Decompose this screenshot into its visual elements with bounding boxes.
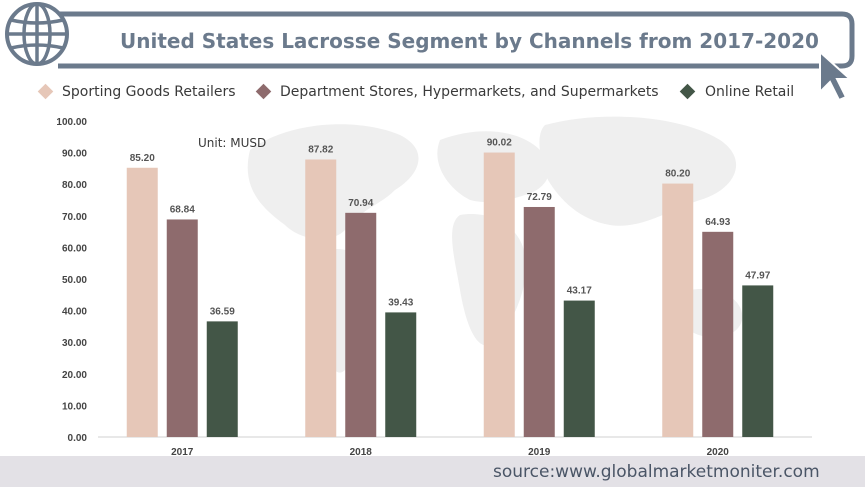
legend-label-sporting-goods: Sporting Goods Retailers: [62, 84, 236, 100]
data-label: 47.97: [745, 270, 770, 281]
bar-2020-series-0: [662, 183, 694, 437]
cursor-arrow-icon: [819, 49, 853, 102]
x-tick-label: 2018: [350, 447, 373, 458]
x-tick-label: 2019: [528, 447, 551, 458]
y-tick-label: 30.00: [62, 338, 87, 349]
bar-2017-series-1: [166, 219, 198, 437]
y-tick-label: 40.00: [62, 307, 87, 318]
bar-2017-series-2: [206, 321, 238, 437]
legend-label-department-stores: Department Stores, Hypermarkets, and Sup…: [280, 84, 659, 100]
legend-marker-sporting-goods: [37, 83, 54, 100]
legend-label-online-retail: Online Retail: [705, 84, 794, 100]
data-label: 70.94: [348, 198, 373, 209]
data-label: 68.84: [170, 204, 195, 215]
legend-item-online-retail: Online Retail: [679, 83, 794, 100]
source-text: source:www.globalmarketmoniter.com: [493, 462, 820, 482]
legend-item-department-stores: Department Stores, Hypermarkets, and Sup…: [255, 83, 659, 100]
legend-marker-department-stores: [255, 83, 272, 100]
bar-2019-series-1: [523, 206, 555, 437]
bar-2018-series-1: [345, 212, 377, 437]
title-banner: United States Lacrosse Segment by Channe…: [58, 11, 855, 69]
bar-2020-series-1: [702, 231, 734, 437]
y-tick-label: 100.00: [56, 117, 87, 128]
value-labels: 85.20 68.84 36.59 87.82 70.94 39.43 90.02 72.79…: [130, 138, 771, 318]
y-tick-label: 20.00: [62, 370, 87, 381]
footer-band: [0, 456, 865, 487]
bar-2019-series-0: [483, 152, 515, 437]
data-label: 72.79: [527, 192, 552, 203]
bar-2018-series-0: [305, 159, 337, 437]
y-tick-label: 90.00: [62, 149, 87, 160]
x-axis-ticks: 2017 2018 2019 2020: [171, 447, 729, 458]
data-label: 87.82: [308, 144, 333, 155]
legend: Sporting Goods Retailers Department Stor…: [37, 83, 794, 100]
y-tick-label: 10.00: [62, 401, 87, 412]
data-label: 85.20: [130, 153, 155, 164]
y-tick-label: 70.00: [62, 212, 87, 223]
x-tick-label: 2020: [707, 447, 730, 458]
data-label: 36.59: [210, 306, 235, 317]
unit-label: Unit: MUSD: [198, 136, 266, 150]
y-tick-label: 60.00: [62, 243, 87, 254]
data-label: 80.20: [665, 169, 690, 180]
data-label: 90.02: [487, 138, 512, 149]
bar-2017-series-0: [126, 167, 158, 437]
legend-marker-online-retail: [679, 83, 696, 100]
globe-icon: [5, 2, 69, 66]
y-tick-label: 50.00: [62, 275, 87, 286]
y-tick-label: 80.00: [62, 180, 87, 191]
data-label: 64.93: [705, 217, 730, 228]
legend-item-sporting-goods: Sporting Goods Retailers: [37, 83, 236, 100]
x-tick-label: 2017: [171, 447, 194, 458]
y-axis-ticks: 0.00 10.00 20.00 30.00 40.00 50.00 60.00 70.00 8…: [56, 117, 87, 444]
y-tick-label: 0.00: [68, 433, 88, 444]
bar-2019-series-2: [563, 300, 595, 437]
bar-2020-series-2: [742, 285, 774, 437]
chart-title: United States Lacrosse Segment by Channe…: [120, 29, 819, 53]
data-label: 43.17: [567, 286, 592, 297]
bar-2018-series-2: [385, 312, 417, 437]
title-frame: [58, 11, 855, 69]
data-label: 39.43: [388, 297, 413, 308]
bars: [126, 152, 774, 437]
